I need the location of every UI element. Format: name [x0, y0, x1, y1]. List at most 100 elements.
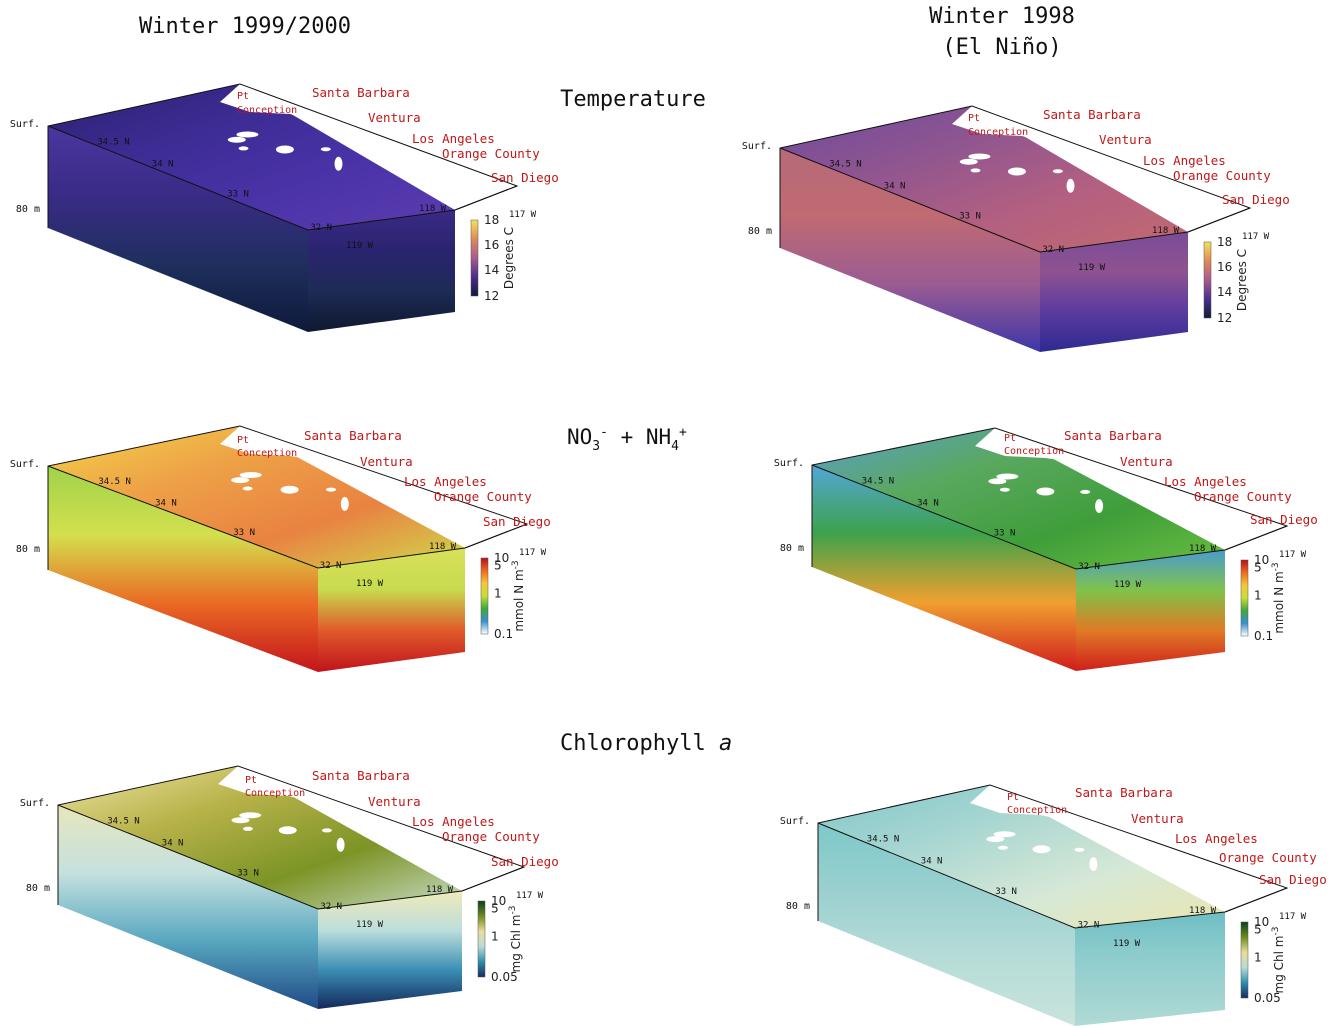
block-south-face	[1076, 550, 1225, 671]
city-label-santa-barbara: Santa Barbara	[312, 768, 410, 783]
colorbar-tick-label: 0.05	[1254, 991, 1281, 1005]
island	[242, 486, 253, 491]
block-west-face	[818, 823, 1075, 1026]
city-label-conception: Conception	[237, 105, 297, 116]
east-edge-line	[1224, 887, 1288, 913]
island	[1095, 499, 1104, 514]
island	[1052, 169, 1063, 174]
city-label-ventura: Ventura	[360, 454, 413, 469]
colorbar-label-sup: -3	[1271, 562, 1281, 571]
city-label-orange-county: Orange County	[1194, 489, 1292, 504]
block-south-face	[318, 548, 465, 672]
island	[993, 831, 1016, 838]
colorbar-label-sup: -3	[508, 906, 518, 915]
latitude-label: 34 N	[162, 838, 184, 848]
island	[1089, 857, 1098, 872]
latitude-label: 34 N	[884, 181, 906, 191]
block-west-face	[48, 466, 318, 672]
latitude-label: 34.5 N	[98, 477, 131, 487]
chlorophyll-word: Chlorophyll	[560, 731, 719, 756]
coastline-land-mask	[220, 426, 525, 538]
coastline-land-mask	[970, 785, 1285, 902]
colorbar-tick-label: 12	[484, 289, 499, 303]
nutrient-no: NO	[567, 425, 592, 449]
island	[321, 828, 332, 833]
colorbar-tick-label: 1	[1254, 951, 1262, 965]
city-label-santa-barbara: Santa Barbara	[1043, 107, 1141, 122]
latitude-label: 32 N	[1042, 245, 1064, 255]
coastline-land-mask	[952, 106, 1248, 222]
column-title-left: Winter 1999/2000	[139, 14, 351, 39]
island	[340, 496, 349, 511]
city-label-los-angeles: Los Angeles	[412, 814, 495, 829]
colorbar-label: mg Chl m-3	[508, 906, 523, 973]
longitude-label: 117 W	[509, 210, 537, 220]
colorbar-tick-label: 1	[494, 587, 502, 601]
colorbar-scale	[470, 219, 479, 297]
island	[238, 146, 249, 151]
depth-label: 80 m	[780, 543, 804, 554]
colorbar-tick-label: 5	[1254, 561, 1262, 575]
city-label-santa-barbara: Santa Barbara	[304, 428, 402, 443]
depth-label: 80 m	[16, 544, 40, 555]
longitude-label: 119 W	[1113, 939, 1141, 949]
colorbar-label-text: mg Chl m	[1272, 936, 1286, 994]
island	[236, 131, 259, 138]
colorbar-scale	[1240, 559, 1249, 637]
latitude-label: 32 N	[320, 902, 342, 912]
island	[278, 826, 297, 835]
colorbar-tick-label: 10	[1254, 915, 1269, 929]
island	[239, 472, 262, 478]
island	[227, 136, 246, 143]
block-panel-1: Surf. 80 m 34.5 N 34 N 33 N 32 N 119 W 118 W 117…	[10, 83, 559, 332]
coastline-land-mask	[220, 84, 515, 200]
nutrient-sub-4: 4	[671, 439, 679, 454]
nutrient-sup-plus: +	[679, 425, 687, 440]
island	[336, 837, 345, 852]
colorbar-tick-label: 0.1	[1254, 629, 1273, 643]
city-label-ventura: Ventura	[1099, 132, 1152, 147]
longitude-label: 118 W	[426, 885, 454, 895]
longitude-label: 117 W	[1242, 232, 1270, 242]
depth-label: 80 m	[26, 883, 50, 894]
island	[242, 826, 253, 831]
city-label-los-angeles: Los Angeles	[404, 474, 487, 489]
colorbar-label: Degrees C	[502, 227, 516, 289]
colorbar-label-text: mmol N m	[1272, 571, 1286, 633]
colorbar-label-sup: -3	[511, 560, 521, 569]
depth-label: 80 m	[748, 226, 772, 237]
city-label-san-diego: San Diego	[491, 170, 559, 185]
block-south-face	[1040, 232, 1188, 352]
block-panel-3: Surf. 80 m 34.5 N 34 N 33 N 32 N 119 W 118 W 117…	[10, 425, 551, 672]
east-edge-line	[1224, 525, 1288, 551]
latitude-label: 32 N	[310, 223, 332, 233]
latitude-label: 33 N	[237, 869, 259, 879]
longitude-label: 118 W	[1189, 906, 1217, 916]
colorbar-label-sup: -3	[1271, 927, 1281, 936]
colorbar-tick-label: 18	[1217, 235, 1232, 249]
surface-label: Surf.	[10, 119, 40, 130]
colorbar-label: mmol N m-3	[1271, 562, 1286, 633]
longitude-label: 119 W	[356, 920, 384, 930]
city-label-orange-county: Orange County	[442, 146, 540, 161]
colorbar-scale	[477, 900, 486, 978]
row-title-nutrients: NO3- + NH4+	[567, 425, 687, 454]
longitude-label: 119 W	[1078, 263, 1106, 273]
colorbar-tick-label: 10	[494, 551, 509, 565]
longitude-label: 117 W	[516, 891, 544, 901]
city-label-ventura: Ventura	[368, 110, 421, 125]
city-label-pt: Pt	[237, 435, 249, 446]
latitude-label: 33 N	[959, 212, 981, 222]
nutrient-mid: + NH	[608, 425, 671, 449]
block-surface	[58, 766, 462, 909]
row-title-chlorophyll: Chlorophyll a	[560, 731, 732, 756]
city-label-san-diego: San Diego	[491, 854, 559, 869]
block-surface	[812, 428, 1225, 569]
colorbar-tick-label: 14	[1217, 285, 1232, 299]
latitude-label: 34.5 N	[107, 817, 140, 827]
row-title-temperature: Temperature	[560, 87, 706, 112]
